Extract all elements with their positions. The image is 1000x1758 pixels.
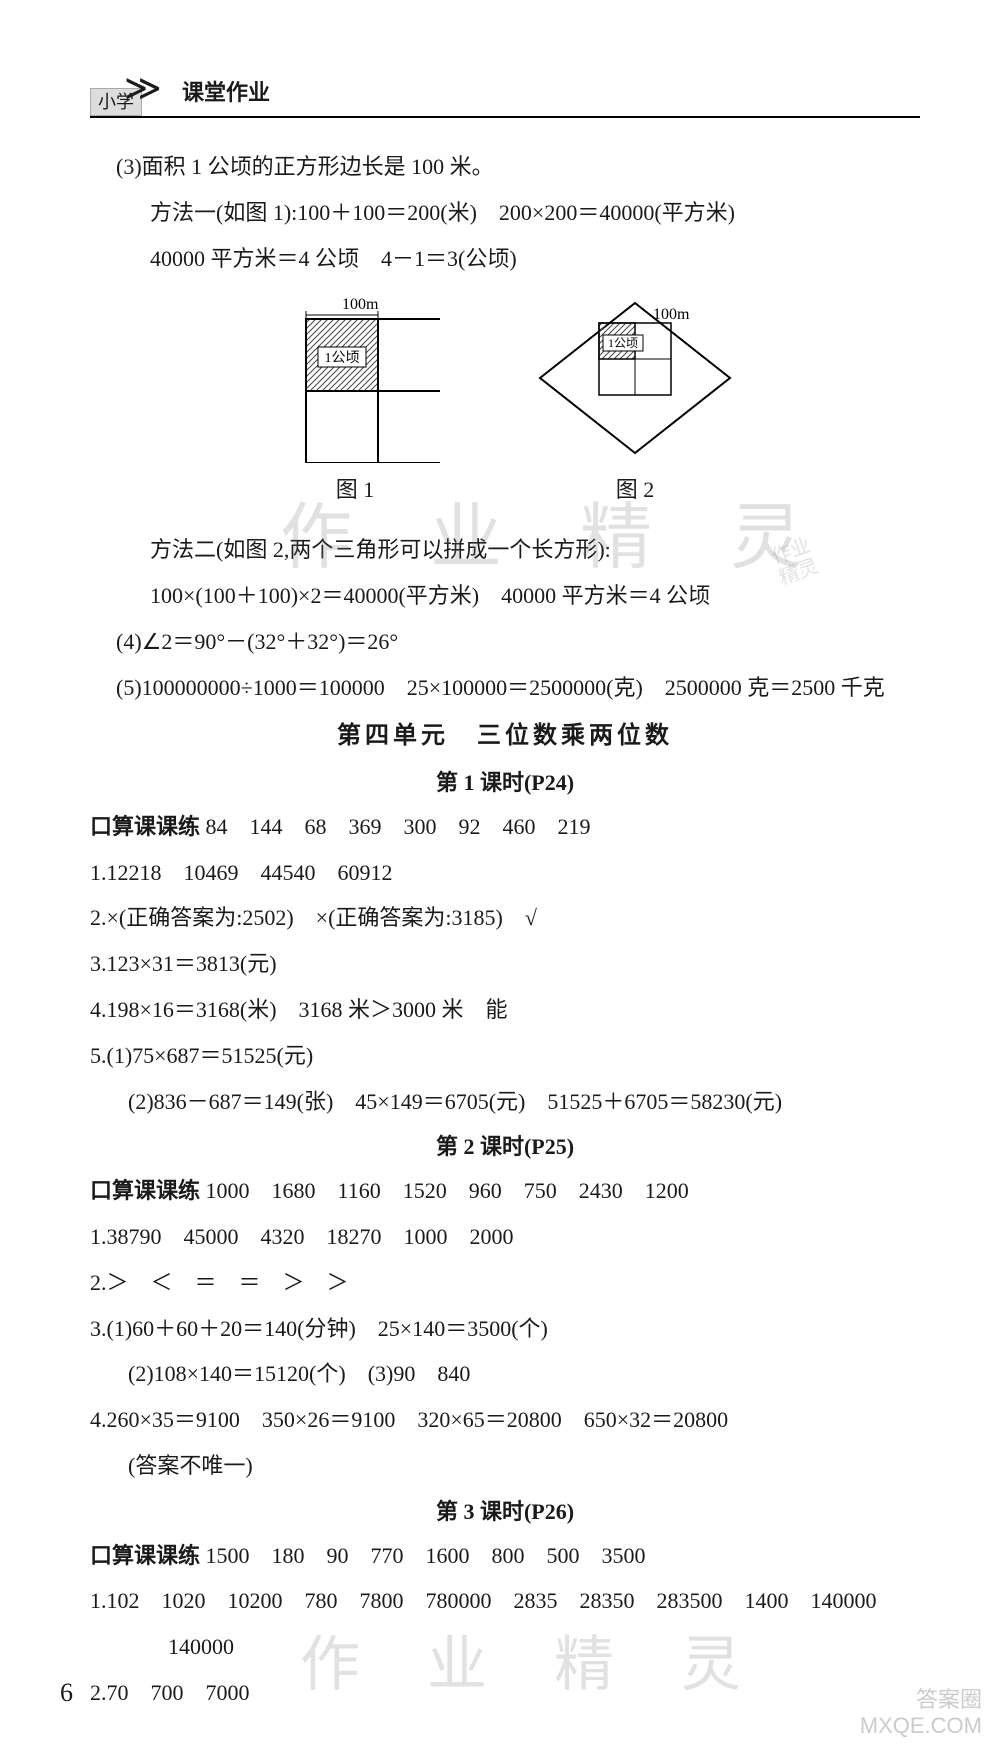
- text-line: (答案不唯一): [90, 1445, 920, 1487]
- unit-title: 第四单元 三位数乘两位数: [90, 714, 920, 760]
- kousuan-label: 口算课课练: [90, 1178, 200, 1203]
- text-line: 4.260×35＝9100 350×26＝9100 320×65＝20800 6…: [90, 1399, 920, 1441]
- text-line: (4)∠2＝90°－(32°＋32°)＝26°: [90, 621, 920, 663]
- text-line: 2.×(正确答案为:2502) ×(正确答案为:3185) √: [90, 897, 920, 939]
- text-line: (5)100000000÷1000＝100000 25×100000＝25000…: [90, 667, 920, 709]
- text-line: (2)836－687＝149(张) 45×149＝6705(元) 51525＋6…: [90, 1081, 920, 1123]
- text-line: 方法一(如图 1):100＋100＝200(米) 200×200＝40000(平…: [90, 192, 920, 234]
- lesson-1-heading: 第 1 课时(P24): [90, 762, 920, 804]
- corner-watermark: 答案圈 MXQE.COM: [860, 1687, 982, 1740]
- figure-1-caption: 图 1: [270, 469, 440, 511]
- fig1-inner-label: 1公顷: [325, 350, 360, 366]
- page-header: 小学 ≫ 课堂作业: [90, 60, 920, 118]
- corner-line-1: 答案圈: [860, 1687, 982, 1713]
- text-line: 口算课课练 1000 1680 1160 1520 960 750 2430 1…: [90, 1170, 920, 1212]
- text-line: 2.70 700 7000: [90, 1672, 920, 1714]
- text-line: 3.123×31＝3813(元): [90, 943, 920, 985]
- text-line: 5.(1)75×687＝51525(元): [90, 1035, 920, 1077]
- figures-row: 100m 1公顷 图 1: [90, 293, 920, 511]
- text-line: 1.12218 10469 44540 60912: [90, 852, 920, 894]
- text-line: 口算课课练 1500 180 90 770 1600 800 500 3500: [90, 1535, 920, 1577]
- text-line: 4.198×16＝3168(米) 3168 米＞3000 米 能: [90, 989, 920, 1031]
- fig1-top-label: 100m: [342, 296, 379, 313]
- text-line: 1.38790 45000 4320 18270 1000 2000: [90, 1216, 920, 1258]
- fig2-inner-label: 1公顷: [608, 336, 638, 350]
- kousuan-values: 1500 180 90 770 1600 800 500 3500: [206, 1543, 646, 1568]
- fig2-top-label: 100m: [653, 306, 690, 323]
- text-line: 口算课课练 84 144 68 369 300 92 460 219: [90, 806, 920, 848]
- lesson-3-heading: 第 3 课时(P26): [90, 1491, 920, 1533]
- text-line: 方法二(如图 2,两个三角形可以拼成一个长方形):: [90, 529, 920, 571]
- text-line: 100×(100＋100)×2＝40000(平方米) 40000 平方米＝4 公…: [90, 575, 920, 617]
- kousuan-values: 1000 1680 1160 1520 960 750 2430 1200: [206, 1178, 689, 1203]
- text-line: (2)108×140＝15120(个) (3)90 840: [90, 1353, 920, 1395]
- text-line: 3.(1)60＋60＋20＝140(分钟) 25×140＝3500(个): [90, 1308, 920, 1350]
- text-line: 40000 平方米＝4 公顷 4－1＝3(公顷): [90, 238, 920, 280]
- figure-1: 100m 1公顷 图 1: [270, 293, 440, 511]
- figure-1-svg: 100m 1公顷: [270, 293, 440, 463]
- content-body: (3)面积 1 公顷的正方形边长是 100 米。 方法一(如图 1):100＋1…: [90, 146, 920, 1714]
- header-title: 课堂作业: [182, 72, 270, 114]
- kousuan-label: 口算课课练: [90, 814, 200, 839]
- kousuan-values: 84 144 68 369 300 92 460 219: [206, 814, 591, 839]
- text-line: 2.＞ ＜ ＝ ＝ ＞ ＞: [90, 1262, 920, 1304]
- figure-2-caption: 图 2: [530, 469, 740, 511]
- figure-2: 100m 1公顷 图 2: [530, 293, 740, 511]
- text-line: 1.102 1020 10200 780 7800 780000 2835 28…: [90, 1580, 920, 1622]
- page-number: 6: [60, 1668, 73, 1717]
- figure-2-svg: 100m 1公顷: [530, 293, 740, 463]
- kousuan-label: 口算课课练: [90, 1543, 200, 1568]
- header-chevrons-icon: ≫: [124, 54, 158, 122]
- text-line: (3)面积 1 公顷的正方形边长是 100 米。: [90, 146, 920, 188]
- corner-line-2: MXQE.COM: [860, 1713, 982, 1739]
- text-line: 140000: [90, 1626, 920, 1668]
- lesson-2-heading: 第 2 课时(P25): [90, 1126, 920, 1168]
- page-root: 小学 ≫ 课堂作业 (3)面积 1 公顷的正方形边长是 100 米。 方法一(如…: [0, 0, 1000, 1758]
